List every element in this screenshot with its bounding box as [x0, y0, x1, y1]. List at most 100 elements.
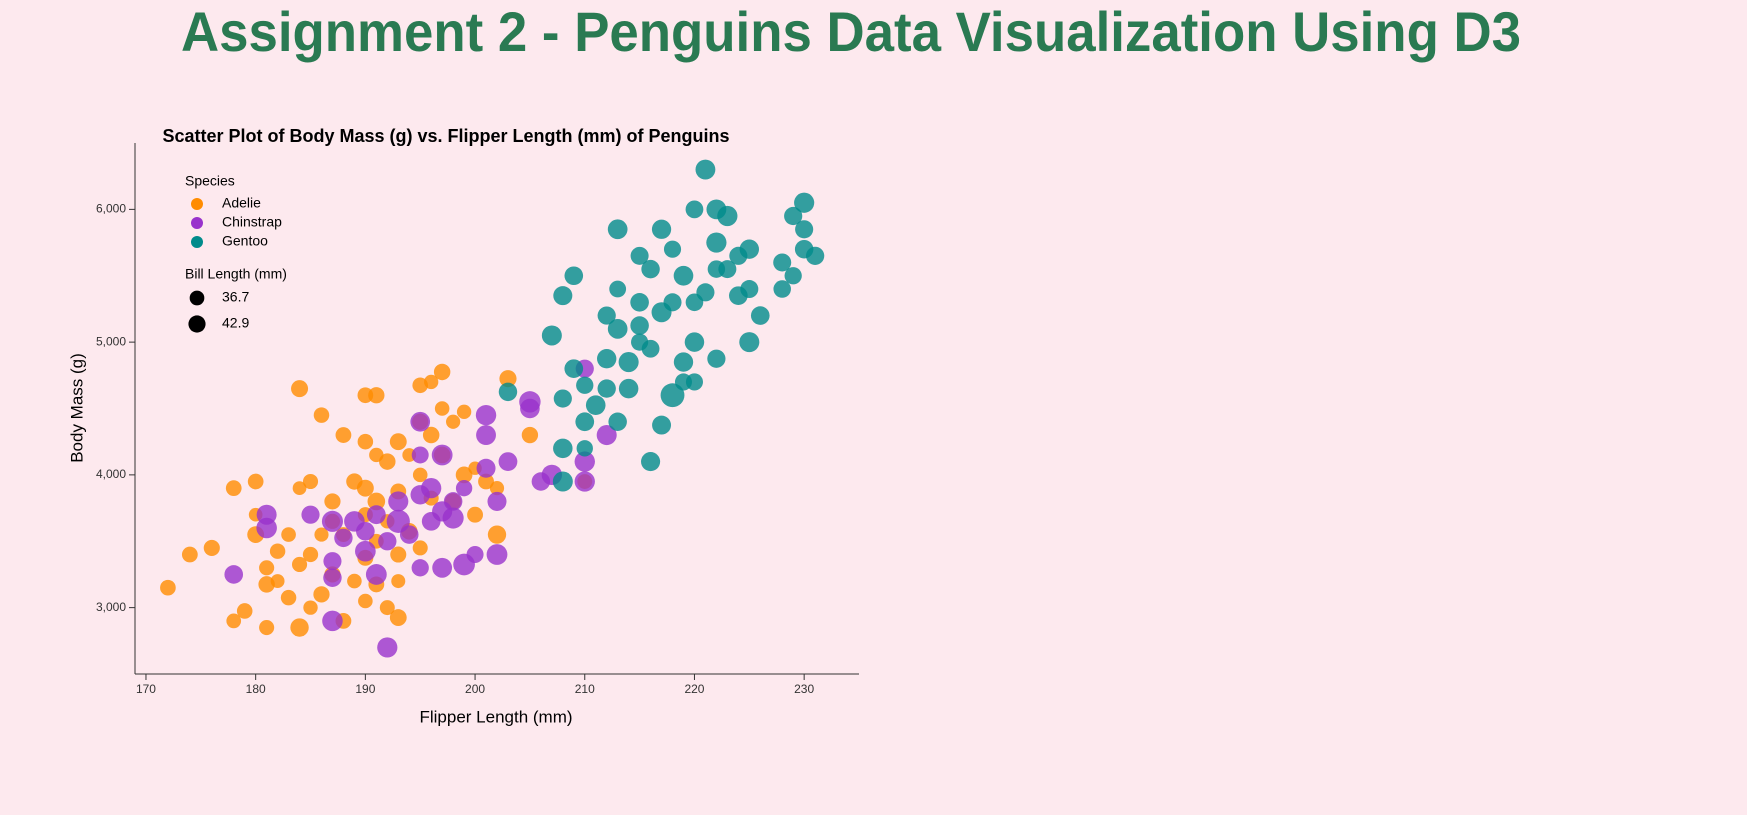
- point: [321, 510, 343, 532]
- point: [618, 378, 639, 399]
- point: [740, 280, 759, 299]
- point: [421, 478, 442, 499]
- point: [432, 557, 453, 578]
- point: [313, 586, 330, 603]
- y-tick-label: 6,000: [96, 202, 126, 216]
- point: [739, 332, 760, 353]
- point: [498, 382, 518, 402]
- point: [378, 532, 397, 551]
- point: [281, 527, 296, 542]
- point: [805, 246, 825, 265]
- point: [630, 246, 649, 265]
- point: [707, 349, 726, 368]
- point: [377, 637, 398, 658]
- point: [314, 527, 329, 542]
- point: [366, 505, 386, 525]
- point: [433, 363, 451, 381]
- point: [302, 546, 319, 563]
- point: [313, 407, 330, 423]
- point: [585, 395, 606, 415]
- point: [323, 552, 342, 571]
- legend-title: Species: [185, 173, 235, 189]
- point: [575, 412, 595, 432]
- point: [718, 260, 737, 279]
- point: [706, 232, 727, 253]
- point: [446, 414, 461, 429]
- point: [356, 479, 374, 497]
- legend-swatch: [191, 198, 203, 210]
- size-legend-mark: [188, 315, 206, 333]
- point: [794, 192, 815, 213]
- point: [499, 370, 517, 388]
- point: [334, 528, 353, 548]
- point: [773, 280, 791, 298]
- point: [269, 543, 286, 559]
- point: [160, 579, 176, 596]
- point: [739, 239, 760, 259]
- point: [442, 507, 464, 529]
- point: [259, 619, 275, 636]
- y-tick-label: 3,000: [96, 600, 126, 614]
- point: [434, 401, 450, 416]
- point: [291, 380, 309, 398]
- point: [280, 589, 297, 606]
- point: [424, 374, 439, 390]
- legend-swatch: [191, 217, 203, 229]
- point: [608, 412, 627, 432]
- point: [750, 306, 770, 325]
- point: [324, 493, 341, 510]
- point: [356, 521, 375, 541]
- point: [487, 491, 507, 511]
- x-tick-label: 170: [136, 682, 156, 696]
- point: [597, 306, 616, 325]
- point: [553, 389, 572, 408]
- point: [411, 559, 429, 577]
- point: [225, 480, 242, 497]
- point: [367, 492, 386, 511]
- point: [259, 560, 275, 576]
- point: [476, 425, 496, 445]
- point: [641, 259, 660, 279]
- point: [784, 206, 803, 226]
- point: [553, 286, 573, 306]
- point: [597, 349, 617, 369]
- point: [226, 613, 242, 629]
- point: [355, 540, 376, 562]
- point: [607, 219, 628, 240]
- x-tick-label: 190: [355, 682, 375, 696]
- point: [564, 266, 584, 286]
- point: [292, 481, 307, 496]
- point: [391, 574, 406, 589]
- point: [630, 293, 649, 312]
- point: [641, 339, 660, 358]
- point: [291, 556, 308, 573]
- point: [684, 332, 705, 352]
- point: [574, 471, 595, 492]
- point: [323, 568, 342, 587]
- point: [486, 544, 508, 565]
- point: [541, 325, 562, 346]
- point: [466, 546, 484, 564]
- point: [651, 219, 672, 239]
- point: [630, 316, 649, 335]
- x-tick-label: 200: [465, 682, 485, 696]
- point: [673, 265, 694, 286]
- chart-title: Scatter Plot of Body Mass (g) vs. Flippe…: [162, 126, 729, 146]
- point: [270, 574, 285, 588]
- point: [696, 283, 715, 302]
- point: [455, 479, 473, 497]
- point: [302, 473, 319, 490]
- point: [520, 398, 540, 419]
- point: [618, 351, 639, 373]
- point: [236, 603, 253, 619]
- point: [390, 546, 407, 563]
- point: [695, 159, 716, 180]
- point: [389, 433, 407, 451]
- point: [489, 481, 505, 496]
- point: [335, 427, 352, 443]
- point: [368, 387, 385, 404]
- point: [455, 466, 473, 484]
- point: [773, 253, 792, 272]
- point: [203, 539, 220, 556]
